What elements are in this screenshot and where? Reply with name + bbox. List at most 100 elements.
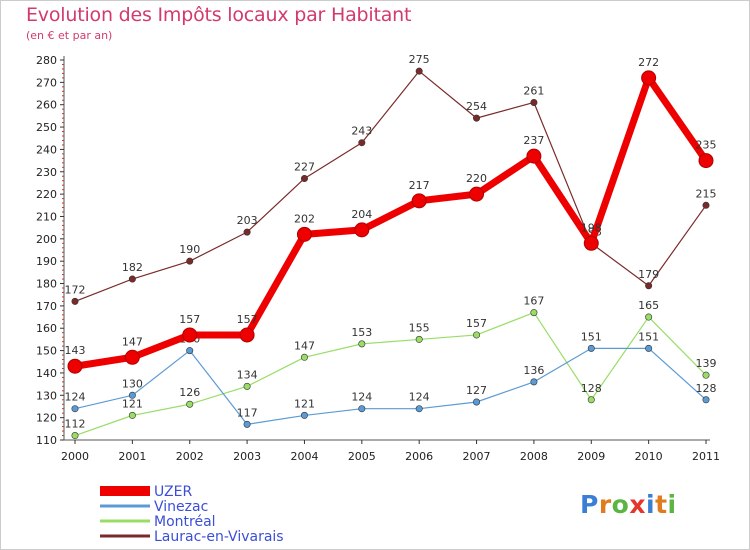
- data-label-uzer: 143: [65, 344, 86, 357]
- data-point-montr-al: [645, 313, 653, 321]
- data-point-laurac-en-vivarais: [128, 275, 136, 283]
- data-point-montr-al: [300, 353, 308, 361]
- data-label-vinezac: 151: [581, 330, 602, 343]
- data-label-montr-al: 139: [696, 357, 717, 370]
- data-label-uzer: 220: [466, 172, 487, 185]
- legend-swatch: [100, 519, 150, 523]
- data-label-vinezac: 124: [351, 391, 372, 404]
- data-point-laurac-en-vivarais: [415, 67, 423, 75]
- legend-swatch: [100, 504, 150, 508]
- data-point-uzer: [469, 186, 485, 202]
- data-label-laurac-en-vivarais: 172: [65, 283, 86, 296]
- legend-label: Montréal: [154, 514, 216, 530]
- logo-letter: o: [611, 490, 630, 519]
- data-point-laurac-en-vivarais: [530, 98, 538, 106]
- data-label-montr-al: 167: [523, 295, 544, 308]
- x-tick-label: 2005: [348, 450, 376, 463]
- data-label-laurac-en-vivarais: 254: [466, 100, 487, 113]
- data-point-montr-al: [358, 340, 366, 348]
- proxiti-logo: Proxiti: [580, 490, 677, 519]
- x-tick-label: 2004: [290, 450, 318, 463]
- data-point-uzer: [67, 358, 83, 374]
- y-tick-label: 160: [36, 322, 57, 335]
- data-point-montr-al: [128, 411, 136, 419]
- data-label-montr-al: 155: [409, 321, 430, 334]
- data-label-vinezac: 136: [523, 364, 544, 377]
- x-tick-label: 2000: [61, 450, 89, 463]
- data-label-vinezac: 121: [294, 397, 315, 410]
- data-label-montr-al: 165: [638, 299, 659, 312]
- data-point-laurac-en-vivarais: [186, 257, 194, 265]
- data-label-montr-al: 147: [294, 339, 315, 352]
- y-tick-label: 220: [36, 188, 57, 201]
- data-label-vinezac: 128: [696, 382, 717, 395]
- data-label-laurac-en-vivarais: 179: [638, 268, 659, 281]
- logo-letter: i: [646, 490, 656, 519]
- data-point-uzer: [641, 70, 657, 86]
- data-point-laurac-en-vivarais: [243, 228, 251, 236]
- logo-letter: P: [580, 490, 599, 519]
- x-tick-label: 2006: [405, 450, 433, 463]
- data-label-uzer: 157: [237, 313, 258, 326]
- data-point-montr-al: [186, 400, 194, 408]
- data-point-vinezac: [702, 396, 710, 404]
- data-label-uzer: 237: [523, 134, 544, 147]
- data-point-uzer: [124, 349, 140, 365]
- data-point-uzer: [182, 327, 198, 343]
- chart-title: Evolution des Impôts locaux par Habitant: [26, 4, 412, 26]
- y-tick-label: 260: [36, 99, 57, 112]
- x-tick-label: 2001: [118, 450, 146, 463]
- x-tick-label: 2010: [635, 450, 663, 463]
- y-tick-label: 240: [36, 143, 57, 156]
- data-point-vinezac: [186, 347, 194, 355]
- data-label-vinezac: 127: [466, 384, 487, 397]
- data-point-montr-al: [530, 309, 538, 317]
- data-point-vinezac: [530, 378, 538, 386]
- data-label-laurac-en-vivarais: 203: [237, 214, 258, 227]
- y-tick-label: 280: [36, 54, 57, 67]
- logo-letter: i: [667, 490, 677, 519]
- x-tick-label: 2007: [463, 450, 491, 463]
- x-tick-label: 2009: [577, 450, 605, 463]
- data-point-laurac-en-vivarais: [71, 297, 79, 305]
- data-label-vinezac: 130: [122, 377, 143, 390]
- data-label-laurac-en-vivarais: 261: [523, 84, 544, 97]
- data-point-vinezac: [128, 391, 136, 399]
- data-label-vinezac: 151: [638, 330, 659, 343]
- data-label-montr-al: 153: [351, 326, 372, 339]
- data-label-uzer: 235: [696, 139, 717, 152]
- data-label-montr-al: 128: [581, 382, 602, 395]
- data-point-laurac-en-vivarais: [300, 174, 308, 182]
- data-point-montr-al: [702, 371, 710, 379]
- data-point-uzer: [698, 153, 714, 169]
- data-label-vinezac: 124: [65, 391, 86, 404]
- data-label-montr-al: 157: [466, 317, 487, 330]
- legend-swatch: [100, 534, 150, 538]
- legend-swatch: [100, 486, 150, 496]
- y-tick-label: 140: [36, 367, 57, 380]
- data-label-montr-al: 112: [65, 418, 86, 431]
- y-tick-label: 180: [36, 278, 57, 291]
- data-point-montr-al: [71, 432, 79, 440]
- data-point-vinezac: [71, 405, 79, 413]
- legend-label: UZER: [154, 484, 192, 500]
- chart-subtitle: (en € et par an): [26, 29, 113, 42]
- legend-label: Vinezac: [154, 499, 208, 515]
- y-tick-label: 210: [36, 210, 57, 223]
- data-label-uzer: 198: [581, 221, 602, 234]
- data-label-laurac-en-vivarais: 182: [122, 261, 143, 274]
- data-label-uzer: 217: [409, 179, 430, 192]
- series-line-laurac-en-vivarais: [74, 70, 707, 302]
- data-label-laurac-en-vivarais: 275: [409, 53, 430, 66]
- series-line-vinezac: [74, 347, 707, 425]
- data-label-montr-al: 126: [179, 386, 200, 399]
- data-point-montr-al: [415, 335, 423, 343]
- logo-letter: r: [598, 490, 612, 519]
- y-tick-label: 170: [36, 300, 57, 313]
- data-point-vinezac: [473, 398, 481, 406]
- data-label-uzer: 202: [294, 212, 315, 225]
- data-point-vinezac: [587, 344, 595, 352]
- y-tick-label: 120: [36, 412, 57, 425]
- data-point-vinezac: [300, 411, 308, 419]
